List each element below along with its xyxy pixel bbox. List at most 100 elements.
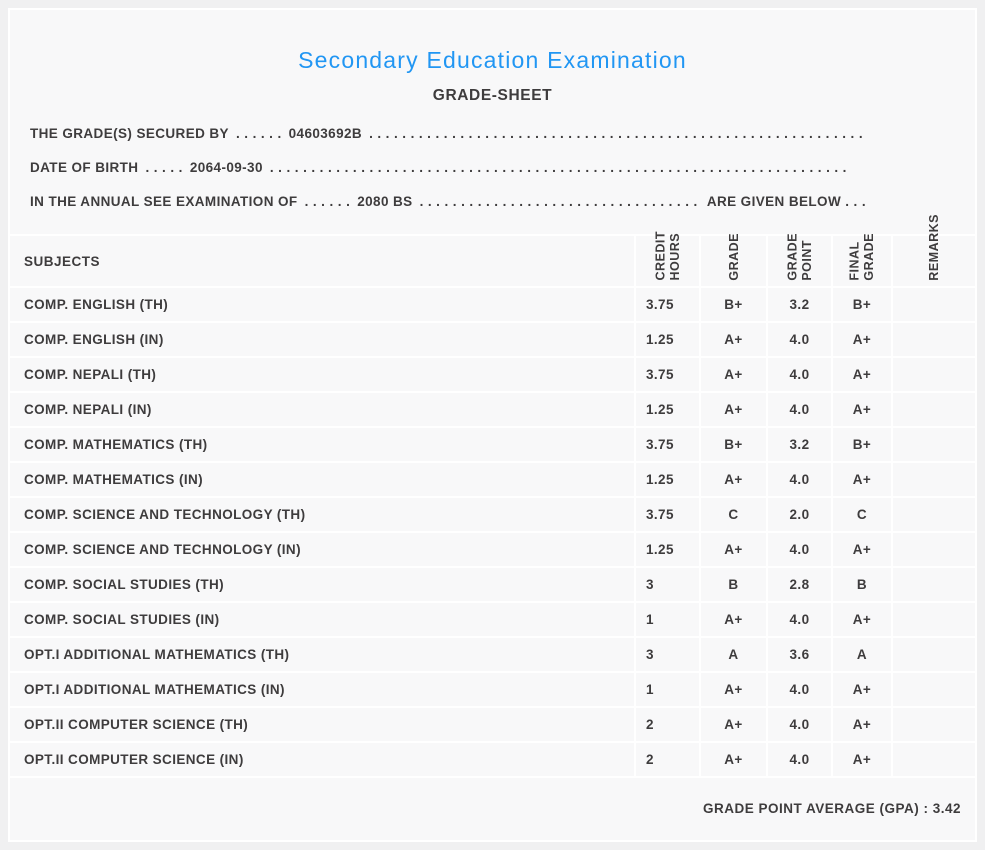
- column-header-remarks: REMARKS: [891, 214, 975, 286]
- credit-hours-cell: 3.75: [634, 498, 699, 531]
- table-row: COMP. MATHEMATICS (TH) 3.75 B+ 3.2 B+: [10, 426, 975, 461]
- remarks-cell: [891, 638, 975, 671]
- grade-cell: A+: [699, 358, 766, 391]
- grade-point-cell: 4.0: [766, 533, 831, 566]
- rotated-header-label: GRADE: [726, 233, 741, 281]
- remarks-cell: [891, 463, 975, 496]
- page-title: Secondary Education Examination: [298, 47, 687, 73]
- credit-hours-cell: 3.75: [634, 288, 699, 321]
- student-symbol-number: 04603692B: [288, 127, 363, 141]
- table-row: OPT.I ADDITIONAL MATHEMATICS (IN) 1 A+ 4…: [10, 671, 975, 706]
- grade-cell: A+: [699, 603, 766, 636]
- table-row: COMP. SCIENCE AND TECHNOLOGY (TH) 3.75 C…: [10, 496, 975, 531]
- credit-hours-cell: 2: [634, 708, 699, 741]
- grade-cell: B+: [699, 428, 766, 461]
- subject-cell: COMP. MATHEMATICS (IN): [24, 472, 204, 487]
- credit-hours-cell: 1: [634, 603, 699, 636]
- grade-cell: A+: [699, 673, 766, 706]
- info-suffix: ARE GIVEN BELOW . . .: [706, 195, 866, 209]
- date-of-birth-value: 2064-09-30: [189, 161, 263, 175]
- info-label: THE GRADE(S) SECURED BY: [30, 127, 229, 141]
- remarks-cell: [891, 358, 975, 391]
- final-grade-cell: A+: [831, 603, 891, 636]
- subject-cell: COMP. ENGLISH (TH): [24, 297, 169, 312]
- credit-hours-cell: 1.25: [634, 393, 699, 426]
- grade-cell: A+: [699, 393, 766, 426]
- subject-cell: COMP. NEPALI (IN): [24, 402, 152, 417]
- grade-cell: A+: [699, 743, 766, 776]
- credit-hours-cell: 1.25: [634, 463, 699, 496]
- subject-cell: OPT.II COMPUTER SCIENCE (IN): [24, 752, 244, 767]
- subject-cell: COMP. SCIENCE AND TECHNOLOGY (IN): [24, 542, 301, 557]
- grade-point-cell: 4.0: [766, 323, 831, 356]
- credit-hours-cell: 1.25: [634, 323, 699, 356]
- subject-cell: OPT.I ADDITIONAL MATHEMATICS (TH): [24, 647, 290, 662]
- credit-hours-cell: 3.75: [634, 358, 699, 391]
- table-row: COMP. MATHEMATICS (IN) 1.25 A+ 4.0 A+: [10, 461, 975, 496]
- rotated-header-label: FINAL GRADE: [847, 233, 876, 281]
- final-grade-cell: A: [831, 638, 891, 671]
- remarks-cell: [891, 708, 975, 741]
- final-grade-cell: A+: [831, 708, 891, 741]
- grade-cell: A+: [699, 533, 766, 566]
- subject-cell: COMP. SOCIAL STUDIES (TH): [24, 577, 225, 592]
- grade-cell: C: [699, 498, 766, 531]
- credit-hours-cell: 1.25: [634, 533, 699, 566]
- credit-hours-cell: 2: [634, 743, 699, 776]
- remarks-cell: [891, 568, 975, 601]
- table-row: COMP. NEPALI (IN) 1.25 A+ 4.0 A+: [10, 391, 975, 426]
- dotted-filler: . . . . . . . . . . . . . . . . . . . . …: [369, 127, 865, 141]
- table-row: COMP. SOCIAL STUDIES (TH) 3 B 2.8 B: [10, 566, 975, 601]
- final-grade-cell: A+: [831, 743, 891, 776]
- table-row: COMP. SCIENCE AND TECHNOLOGY (IN) 1.25 A…: [10, 531, 975, 566]
- dotted-filler: . . . . . . . . . . . . . . . . . . . . …: [269, 161, 847, 175]
- column-header-grade-point: GRADE POINT: [766, 233, 831, 286]
- grade-cell: A: [699, 638, 766, 671]
- subject-cell: COMP. SOCIAL STUDIES (IN): [24, 612, 220, 627]
- grade-cell: B+: [699, 288, 766, 321]
- dotted-separator: . . . . .: [145, 161, 183, 175]
- info-line-examination-year: IN THE ANNUAL SEE EXAMINATION OF . . . .…: [30, 195, 866, 209]
- grade-point-cell: 4.0: [766, 708, 831, 741]
- grade-point-cell: 4.0: [766, 743, 831, 776]
- final-grade-cell: A+: [831, 358, 891, 391]
- subject-cell: COMP. NEPALI (TH): [24, 367, 157, 382]
- dotted-filler: . . . . . . . . . . . . . . . . . . . . …: [419, 195, 700, 209]
- grade-cell: A+: [699, 708, 766, 741]
- rotated-header-label: REMARKS: [926, 214, 941, 281]
- remarks-cell: [891, 393, 975, 426]
- grade-cell: A+: [699, 323, 766, 356]
- dotted-separator: . . . . . .: [235, 127, 282, 141]
- final-grade-cell: A+: [831, 533, 891, 566]
- column-header-grade: GRADE: [699, 233, 766, 286]
- grade-point-cell: 3.2: [766, 428, 831, 461]
- dotted-separator: . . . . . .: [304, 195, 351, 209]
- grade-sheet-card: Secondary Education Examination GRADE-SH…: [8, 8, 977, 842]
- remarks-cell: [891, 743, 975, 776]
- grade-point-cell: 4.0: [766, 673, 831, 706]
- rotated-header-label: GRADE POINT: [785, 233, 814, 281]
- info-label: DATE OF BIRTH: [30, 161, 139, 175]
- table-row: OPT.II COMPUTER SCIENCE (TH) 2 A+ 4.0 A+: [10, 706, 975, 741]
- table-row: COMP. ENGLISH (IN) 1.25 A+ 4.0 A+: [10, 321, 975, 356]
- gpa-summary: GRADE POINT AVERAGE (GPA) : 3.42: [702, 801, 961, 816]
- column-header-credit-hours: CREDIT HOURS: [634, 231, 699, 286]
- final-grade-cell: B+: [831, 288, 891, 321]
- table-row: COMP. NEPALI (TH) 3.75 A+ 4.0 A+: [10, 356, 975, 391]
- info-lines: THE GRADE(S) SECURED BY . . . . . . 0460…: [10, 127, 975, 209]
- remarks-cell: [891, 603, 975, 636]
- grade-point-cell: 4.0: [766, 463, 831, 496]
- examination-year-value: 2080 BS: [357, 195, 413, 209]
- table-row: COMP. SOCIAL STUDIES (IN) 1 A+ 4.0 A+: [10, 601, 975, 636]
- remarks-cell: [891, 428, 975, 461]
- remarks-cell: [891, 498, 975, 531]
- final-grade-cell: B+: [831, 428, 891, 461]
- table-row: OPT.I ADDITIONAL MATHEMATICS (TH) 3 A 3.…: [10, 636, 975, 671]
- grade-cell: A+: [699, 463, 766, 496]
- table-row: COMP. ENGLISH (TH) 3.75 B+ 3.2 B+: [10, 286, 975, 321]
- final-grade-cell: C: [831, 498, 891, 531]
- credit-hours-cell: 1: [634, 673, 699, 706]
- info-line-date-of-birth: DATE OF BIRTH . . . . . 2064-09-30 . . .…: [30, 161, 847, 175]
- grade-point-cell: 4.0: [766, 358, 831, 391]
- final-grade-cell: A+: [831, 673, 891, 706]
